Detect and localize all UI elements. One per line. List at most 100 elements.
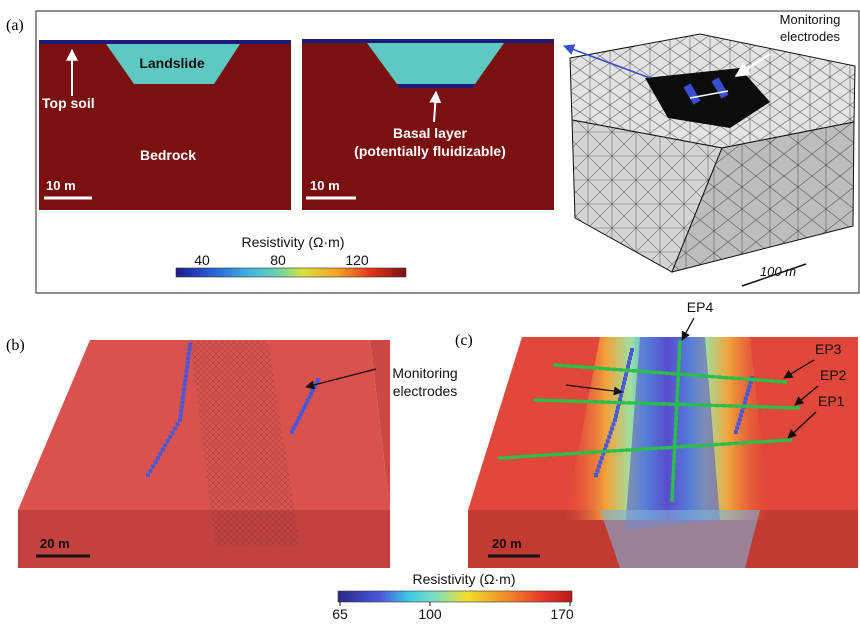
profile-line-ep2-electrode xyxy=(708,403,713,408)
profile-line-ep4-electrode xyxy=(674,421,678,426)
panel-b-front-face xyxy=(18,510,390,568)
electrode-dot xyxy=(183,373,188,378)
electrode-dot xyxy=(604,443,609,448)
electrode-dot xyxy=(185,365,190,370)
electrode-dot xyxy=(181,391,186,396)
electrode-dot xyxy=(163,443,168,448)
electrode-dot xyxy=(598,460,603,465)
panel-c-profiles xyxy=(498,340,800,502)
profile-line-ep1-electrode xyxy=(727,442,732,446)
electrode-dot xyxy=(305,398,310,403)
electrode-dot xyxy=(748,380,753,385)
profile-line-ep1-electrode xyxy=(741,441,745,445)
profile-line-ep1-electrode xyxy=(585,450,590,455)
profile-line-ep2-electrode xyxy=(695,403,699,407)
profile-line-ep1-electrode xyxy=(518,454,522,459)
electrode-dot xyxy=(309,391,314,396)
profile-line-ep2-electrode xyxy=(715,403,719,408)
electrode-dot xyxy=(607,434,612,439)
profile-line-ep3-electrode xyxy=(579,365,584,369)
profile-line-ep1-electrode xyxy=(572,451,576,456)
profile-line-ep4-electrode xyxy=(671,476,675,480)
panel-b-model: Monitoring electrodes 20 m xyxy=(18,340,458,568)
profile-line-ep4-electrode xyxy=(671,481,675,486)
profile-line-ep2-electrode xyxy=(580,399,584,404)
profile-line-ep3-electrode xyxy=(763,378,768,383)
profile-line-ep2-electrode xyxy=(661,402,665,406)
profile-arrow-ep4 xyxy=(681,317,695,341)
profile-line-ep1-electrode xyxy=(639,447,644,451)
mesh-monitoring-line1: Monitoring xyxy=(780,12,841,27)
profile-line-ep2-electrode xyxy=(681,402,686,407)
electrode-dot xyxy=(180,395,185,400)
mesh-scale-label: 100 m xyxy=(760,264,796,279)
colorbar-bottom: Resistivity (Ω·m) 65 100 170 xyxy=(332,571,574,622)
electrode-dot xyxy=(595,468,600,473)
profile-line-ep4-electrode xyxy=(675,394,679,399)
panel-b-scale-label: 20 m xyxy=(40,536,70,551)
electrode-dot xyxy=(594,473,598,477)
profile-line-ep3-electrode xyxy=(730,376,735,380)
profile-line-ep2-electrode xyxy=(755,405,760,409)
profile-line-ep3-electrode xyxy=(638,369,643,374)
profile-line-ep3-electrode xyxy=(592,366,597,370)
profile-line-ep3-electrode xyxy=(586,365,590,370)
profile-line-ep4-electrode xyxy=(671,465,676,470)
profile-line-ep4-electrode xyxy=(676,372,681,377)
top-soil-layer xyxy=(39,40,291,44)
electrode-dot xyxy=(735,425,740,430)
profile-line-ep1-electrode xyxy=(747,440,752,445)
profile-line-ep3-electrode xyxy=(717,375,722,379)
electrode-dot xyxy=(601,451,606,456)
electrode-dot xyxy=(621,385,625,390)
profile-line-ep2-electrode xyxy=(742,404,746,409)
profile-line-ep1-electrode xyxy=(660,446,664,450)
profile-line-ep3-electrode xyxy=(664,371,669,376)
electrode-dot xyxy=(616,405,620,410)
profile-line-ep2-electrode xyxy=(688,402,692,407)
electrode-dot xyxy=(310,388,315,393)
profile-line-ep4-electrode xyxy=(670,487,675,491)
electrode-dot xyxy=(615,409,619,414)
electrode-dot xyxy=(178,413,183,418)
electrode-dot xyxy=(168,434,173,439)
electrode-dot xyxy=(185,360,190,365)
electrode-dot xyxy=(290,430,294,434)
electrode-dot xyxy=(146,473,150,477)
profile-line-ep2-electrode xyxy=(769,405,773,409)
profile-line-ep1-electrode xyxy=(558,452,563,456)
panel-c-label: (c) xyxy=(455,332,473,349)
profile-line-ep1-electrode xyxy=(545,453,549,457)
profile-line-ep1-electrode xyxy=(619,448,624,453)
profile-line-ep4-electrode xyxy=(677,356,681,361)
electrode-dot xyxy=(179,404,184,409)
profile-line-ep3-electrode xyxy=(566,364,570,368)
electrode-dot xyxy=(610,426,615,431)
colorbar-a: Resistivity (Ω·m) 40 80 120 xyxy=(175,234,407,278)
basal-layer xyxy=(397,84,475,88)
profile-line-ep1-electrode xyxy=(612,449,617,453)
profile-line-ep2-electrode xyxy=(668,402,672,406)
profile-line-ep3-electrode xyxy=(783,380,787,384)
profile-line-ep2-electrode xyxy=(546,398,551,403)
profile-line-ep4-electrode xyxy=(674,405,679,410)
profile-line-ep1-electrode xyxy=(781,438,786,443)
electrode-dot xyxy=(314,381,319,386)
electrode-dot xyxy=(155,456,160,461)
profile-line-ep2-electrode xyxy=(573,399,578,403)
mesh-electrode-a xyxy=(683,83,701,105)
electrode-dot xyxy=(743,396,748,401)
electrode-dot xyxy=(602,447,607,452)
electrode-dot xyxy=(316,378,320,382)
electrode-dot xyxy=(300,409,305,414)
profile-line-ep3-electrode xyxy=(559,363,564,368)
colorbar-a-tick-40: 40 xyxy=(194,252,210,268)
profile-label-ep4: EP4 xyxy=(687,299,714,315)
profile-line-ep2-electrode xyxy=(789,406,794,410)
profile-line-ep2-electrode xyxy=(776,405,780,410)
panel-a-frame xyxy=(35,10,860,294)
profile-line-ep1-electrode xyxy=(626,448,630,452)
top-soil-layer-right xyxy=(302,39,554,43)
profile-line-ep1-electrode xyxy=(720,442,725,446)
profile-line-ep3-electrode xyxy=(553,363,557,367)
